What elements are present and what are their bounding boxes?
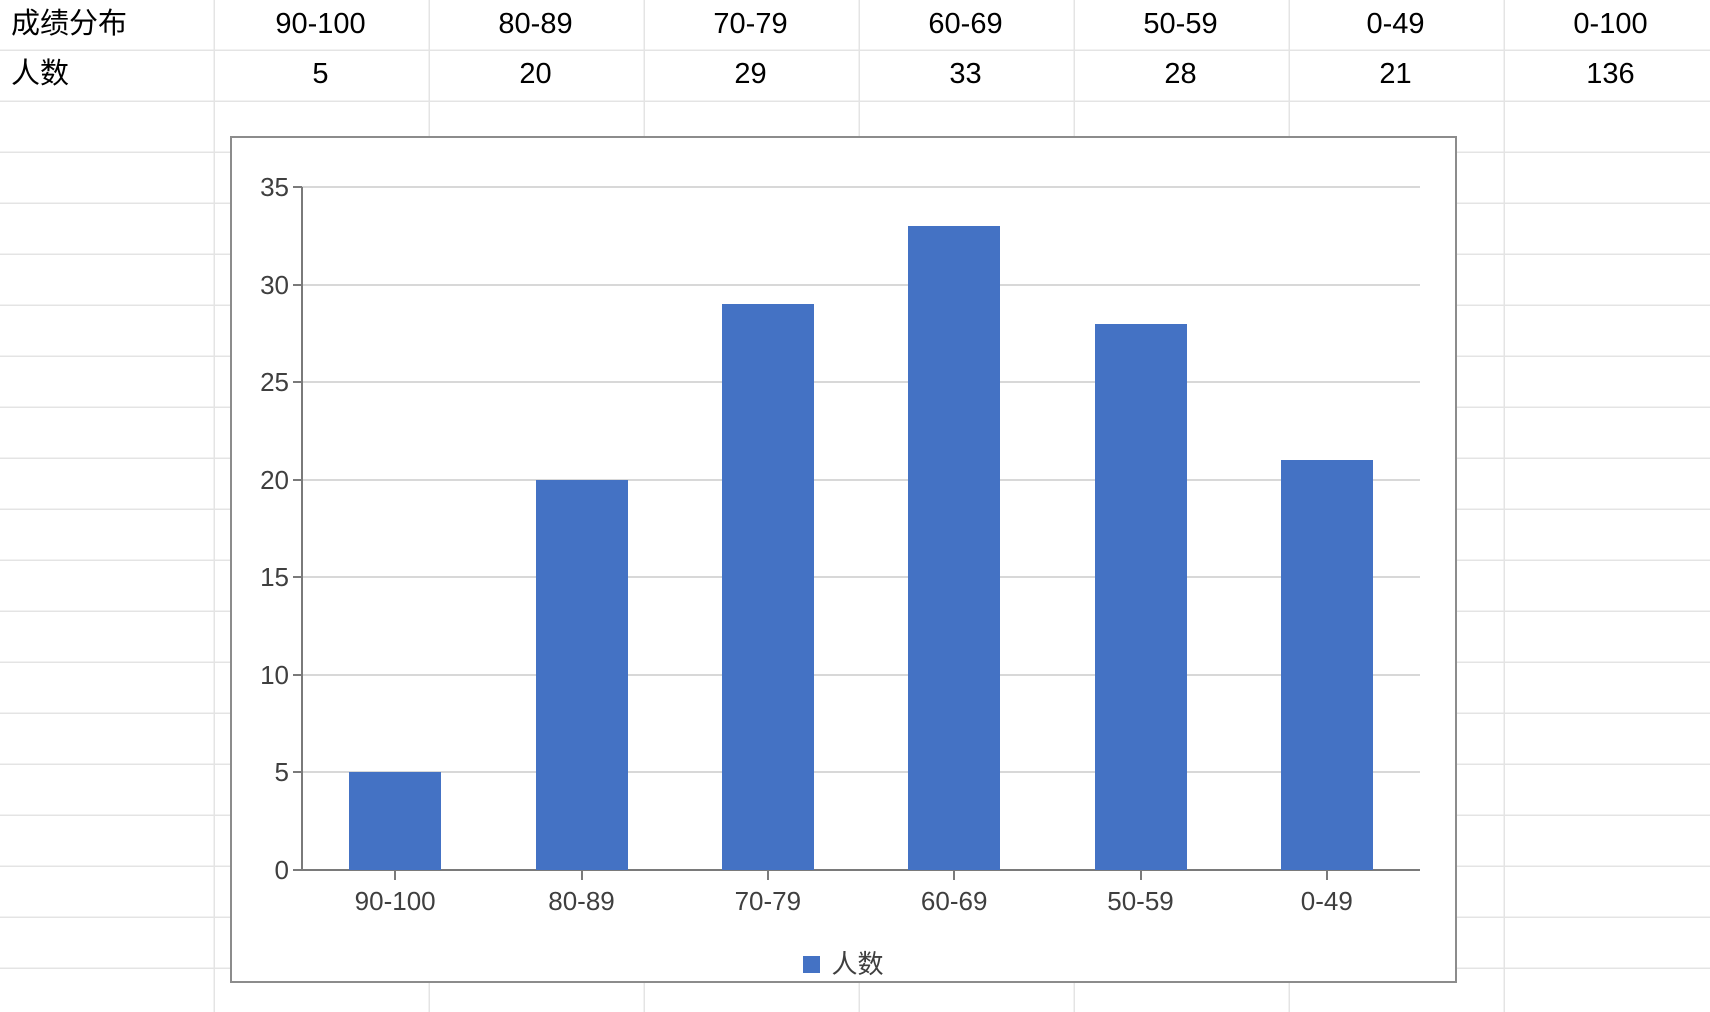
legend-swatch-icon <box>803 955 821 973</box>
y-axis-label-20: 20 <box>260 464 289 495</box>
x-tick-80-89 <box>580 870 583 880</box>
bar-70-79[interactable] <box>721 304 814 870</box>
x-axis-label-60-69: 60-69 <box>920 886 988 916</box>
x-tick-70-79 <box>766 870 769 880</box>
y-tick-0 <box>293 869 302 871</box>
bar-80-89[interactable] <box>535 479 628 870</box>
cell-range-0-100[interactable]: 0-100 <box>1573 8 1648 40</box>
gridline-y-15 <box>302 576 1420 579</box>
gridline-y-20 <box>302 478 1420 481</box>
y-tick-15 <box>293 576 302 579</box>
cell-range-0-49[interactable]: 0-49 <box>1366 8 1425 40</box>
y-tick-35 <box>293 186 302 188</box>
cell-range-90-100[interactable]: 90-100 <box>275 8 366 40</box>
bar-0-49[interactable] <box>1280 460 1373 870</box>
cell-count-80-89[interactable]: 20 <box>519 58 552 90</box>
y-tick-20 <box>293 478 302 481</box>
y-axis-label-35: 35 <box>260 172 289 202</box>
y-axis-label-30: 30 <box>260 269 289 300</box>
y-tick-10 <box>293 673 302 676</box>
plot-area: 0 5 10 15 20 25 30 35 90-100 80-89 70-79 60-69 50-59… <box>232 138 1455 981</box>
y-tick-30 <box>293 283 302 286</box>
x-tick-60-69 <box>953 870 956 880</box>
cell-row2-header[interactable]: 人数 <box>11 58 70 90</box>
cell-range-60-69[interactable]: 60-69 <box>928 8 1003 40</box>
cell-range-70-79[interactable]: 70-79 <box>713 8 788 40</box>
cell-count-90-100[interactable]: 5 <box>312 58 329 90</box>
cell-range-50-59[interactable]: 50-59 <box>1143 8 1218 40</box>
cell-count-50-59[interactable]: 28 <box>1164 58 1197 90</box>
y-axis-line <box>301 187 303 871</box>
gridline-y-35 <box>302 186 1420 188</box>
y-axis-label-25: 25 <box>260 367 289 398</box>
x-axis-label-90-100: 90-100 <box>354 886 436 916</box>
bar-90-100[interactable] <box>349 772 442 870</box>
x-axis-label-50-59: 50-59 <box>1107 886 1174 916</box>
y-axis-label-5: 5 <box>274 757 289 788</box>
gridline-y-10 <box>302 673 1420 676</box>
x-axis-line <box>301 869 1420 871</box>
cell-count-0-49[interactable]: 21 <box>1379 58 1412 90</box>
y-tick-25 <box>293 381 302 384</box>
y-tick-5 <box>293 771 302 774</box>
gridline-y-30 <box>302 283 1420 286</box>
x-axis-label-70-79: 70-79 <box>734 886 802 916</box>
cell-row1-header[interactable]: 成绩分布 <box>11 8 128 40</box>
x-tick-90-100 <box>394 870 397 880</box>
cell-count-0-100[interactable]: 136 <box>1586 58 1635 90</box>
x-tick-0-49 <box>1325 870 1328 880</box>
legend-label: 人数 <box>831 949 884 979</box>
cell-count-70-79[interactable]: 29 <box>734 58 767 90</box>
gridline-y-25 <box>302 381 1420 384</box>
x-axis-label-0-49: 0-49 <box>1300 886 1353 916</box>
x-tick-50-59 <box>1139 870 1142 880</box>
bar-60-69[interactable] <box>908 226 1001 870</box>
x-axis-label-80-89: 80-89 <box>548 886 615 916</box>
cell-range-80-89[interactable]: 80-89 <box>498 8 573 40</box>
bar-50-59[interactable] <box>1094 323 1187 870</box>
y-axis-label-0: 0 <box>274 855 289 885</box>
cell-count-60-69[interactable]: 33 <box>949 58 982 90</box>
y-axis-label-15: 15 <box>260 562 289 593</box>
legend[interactable]: 人数 <box>232 948 1455 980</box>
chart[interactable]: 0 5 10 15 20 25 30 35 90-100 80-89 70-79 60-69 50-59… <box>230 136 1457 983</box>
y-axis-label-10: 10 <box>260 659 289 690</box>
gridline-y-5 <box>302 771 1420 774</box>
